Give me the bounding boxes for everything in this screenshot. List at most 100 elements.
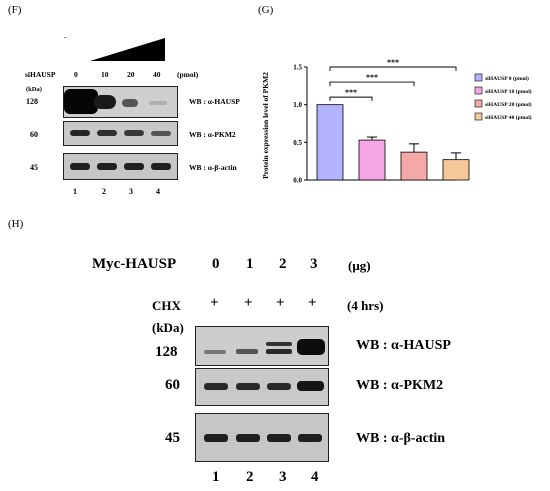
g-significance-bracket-2: [329, 81, 415, 87]
f-kda-label: (kDa): [26, 86, 42, 93]
f-lane-4: 4: [156, 187, 160, 196]
f-band-pkm2-1: [70, 130, 90, 136]
h-band-hausp-1: [204, 350, 226, 354]
f-mw-128: 128: [26, 97, 38, 106]
h-dose-lane-2: 1: [246, 256, 254, 272]
g-y-axis-label: Protein expression level of PKM2: [261, 72, 270, 179]
h-band-hausp-4: [297, 339, 325, 355]
f-band-hausp-2: [94, 95, 116, 109]
h-chx-mark-3: +: [276, 295, 285, 311]
h-band-hausp-3a: [266, 342, 292, 346]
h-dose-lane-1: 0: [212, 256, 220, 272]
g-bar-4: [442, 159, 470, 181]
g-significance-bracket-1: [329, 96, 373, 102]
h-mw-128: 128: [155, 344, 178, 360]
f-dose-lane-2: 10: [101, 70, 109, 79]
f-mw-45: 45: [30, 163, 38, 172]
g-bar-3: [400, 151, 428, 181]
g-legend-swatch-2: [474, 86, 483, 95]
h-mw-60: 60: [165, 377, 180, 393]
f-band-actin-1: [70, 163, 90, 170]
f-band-actin-4: [151, 163, 171, 170]
f-band-actin-3: [124, 163, 144, 170]
f-lane-2: 2: [102, 187, 106, 196]
f-band-hausp-4: [149, 101, 167, 105]
h-unit: (μg): [348, 258, 371, 273]
h-band-pkm2-1: [204, 383, 228, 390]
f-mw-60: 60: [30, 130, 38, 139]
f-dose-gradient-wedge: [90, 38, 165, 61]
g-y-tick-label-3: 1.5: [293, 64, 302, 72]
f-dose-lane-3: 20: [127, 70, 135, 79]
g-y-tick-label-1: 0.5: [293, 139, 302, 147]
h-chx-mark-4: +: [308, 295, 317, 311]
g-bar-chart: Protein expression level of PKM2 0.0 0.5 1.…: [261, 58, 532, 185]
f-band-hausp-3: [122, 99, 138, 107]
f-dose-lane-1: 0: [74, 70, 78, 79]
h-band-pkm2-2: [236, 383, 260, 390]
g-significance-label-1: ***: [345, 88, 357, 97]
h-lane-1: 1: [212, 469, 220, 485]
h-blot-pkm2: [195, 368, 329, 406]
h-chx-mark-2: +: [244, 295, 253, 311]
h-lane-4: 4: [311, 469, 319, 485]
f-control-dash: -: [64, 32, 67, 41]
g-legend-label-1: siHAUSP 0 (pmol): [485, 75, 529, 82]
f-blot-actin: [63, 153, 178, 180]
h-band-hausp-3b: [266, 349, 292, 354]
g-y-tick-label-2: 1.0: [293, 101, 302, 109]
g-legend-swatch-3: [474, 99, 483, 108]
h-band-actin-1: [204, 434, 228, 442]
g-legend-swatch-1: [474, 73, 483, 82]
f-band-pkm2-2: [97, 130, 117, 136]
h-lane-3: 3: [279, 469, 287, 485]
g-significance-label-2: ***: [366, 73, 378, 82]
f-band-hausp-1: [64, 89, 98, 114]
h-wb-pkm2-label: WB : α-PKM2: [356, 378, 444, 393]
h-band-pkm2-4: [297, 381, 324, 391]
h-band-actin-2: [236, 434, 260, 442]
g-legend-label-2: siHAUSP 10 (pmol): [485, 88, 532, 95]
g-y-tick-label-0: 0.0: [293, 177, 302, 185]
h-myc-hausp-label: Myc-HAUSP: [92, 256, 177, 272]
f-lane-3: 3: [129, 187, 133, 196]
h-chx-time: (4 hrs): [347, 298, 384, 313]
h-mw-45: 45: [165, 430, 180, 446]
panel-g-label: (G): [258, 4, 274, 16]
panel-f-label: (F): [8, 4, 22, 16]
h-blot-actin: [195, 413, 329, 462]
h-wb-actin-label: WB : α-β-actin: [356, 431, 446, 446]
f-blot-pkm2: [63, 121, 178, 146]
f-wb-actin-label: WB : α-β-actin: [189, 163, 237, 172]
f-band-actin-2: [97, 163, 117, 170]
h-lane-2: 2: [246, 469, 254, 485]
h-band-hausp-2: [236, 349, 258, 354]
f-band-pkm2-4: [151, 131, 171, 136]
g-legend-label-3: siHAUSP 20 (pmol): [485, 101, 532, 108]
f-band-pkm2-3: [124, 130, 144, 136]
f-wb-hausp-label: WB : α-HAUSP: [189, 97, 240, 106]
h-wb-hausp-label: WB : α-HAUSP: [356, 338, 451, 353]
h-dose-lane-4: 3: [310, 256, 318, 272]
f-lane-1: 1: [73, 187, 77, 196]
f-dose-lane-4: 40: [153, 70, 161, 79]
g-legend-label-4: siHAUSP 40 (pmol): [485, 114, 532, 121]
h-band-pkm2-3: [267, 383, 291, 390]
f-sihausp-label: siHAUSP: [25, 70, 56, 79]
f-wb-pkm2-label: WB : α-PKM2: [189, 130, 236, 139]
g-significance-label-3: ***: [387, 58, 399, 67]
h-chx-mark-1: +: [210, 295, 219, 311]
g-bar-1: [316, 104, 344, 181]
h-band-actin-3: [267, 434, 291, 442]
h-blot-hausp: [195, 326, 329, 366]
g-significance-bracket-3: [329, 66, 457, 71]
h-band-actin-4: [298, 434, 322, 442]
h-kda-label: (kDa): [152, 320, 184, 335]
f-blot-hausp: [63, 86, 178, 118]
h-dose-lane-3: 2: [279, 256, 287, 272]
g-bar-2: [358, 139, 386, 181]
g-legend-swatch-4: [474, 112, 483, 121]
h-chx-label: CHX: [152, 298, 181, 313]
f-unit: (pmol): [177, 70, 199, 79]
panel-h-label: (H): [8, 218, 24, 230]
